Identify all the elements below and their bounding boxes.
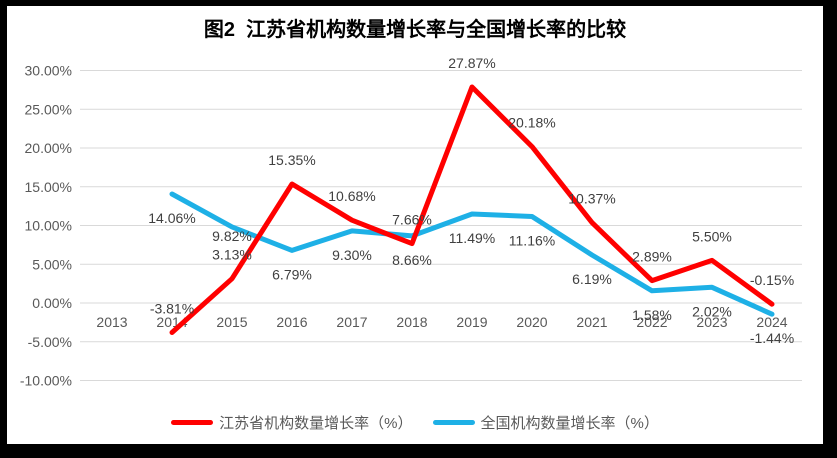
data-label: 11.49% (449, 230, 495, 246)
legend-label-national: 全国机构数量增长率（%） (480, 415, 659, 432)
y-axis-tick-label: 0.00% (32, 295, 72, 311)
y-axis-tick-label: -5.00% (28, 334, 72, 350)
data-label: 3.13% (212, 247, 252, 263)
data-label: 1.58% (632, 307, 672, 323)
data-label: 5.50% (692, 228, 732, 244)
data-label: 2.02% (692, 303, 732, 319)
x-axis-tick-label: 2017 (336, 314, 367, 330)
x-axis-tick-label: 2022 (636, 314, 667, 330)
y-axis-tick-label: 30.00% (25, 63, 72, 79)
series-line-national (169, 191, 775, 317)
x-axis-tick-label: 2013 (96, 314, 127, 330)
legend-swatch-national-line (432, 420, 475, 425)
data-label: 8.66% (392, 252, 432, 268)
chart-title: 图2 江苏省机构数量增长率与全国增长率的比较 (203, 19, 627, 41)
legend-swatch-jiangsu-line (171, 420, 214, 425)
data-label: -1.44% (750, 330, 794, 346)
data-label: 7.66% (392, 212, 432, 228)
data-label: 14.06% (148, 210, 195, 226)
data-label: 15.35% (268, 152, 315, 168)
y-axis-tick-label: 15.00% (25, 179, 72, 195)
y-axis-tick-label: 20.00% (25, 140, 72, 156)
data-label: 9.30% (332, 247, 372, 263)
x-axis-tick-label: 2016 (276, 314, 307, 330)
data-label: -0.15% (750, 272, 794, 288)
data-label: 6.19% (572, 271, 612, 287)
x-axis-tick-label: 2019 (456, 314, 487, 330)
data-label: 10.37% (568, 191, 615, 207)
legend-label-jiangsu: 江苏省机构数量增长率（%） (219, 415, 413, 432)
y-axis-tick-label: -10.00% (20, 373, 72, 389)
data-label: 11.16% (509, 233, 555, 249)
data-label: 6.79% (272, 266, 312, 282)
legend-item-national: 全国机构数量增长率（%） (432, 412, 659, 433)
data-label: 10.68% (328, 188, 375, 204)
x-axis-tick-label: 2020 (516, 314, 547, 330)
x-axis-tick-label: 2018 (396, 314, 427, 330)
data-label: 2.89% (632, 249, 672, 265)
data-label: 27.87% (448, 55, 495, 71)
legend-item-jiangsu: 江苏省机构数量增长率（%） (171, 412, 413, 433)
data-label: -3.81% (150, 301, 194, 317)
data-label: 9.82% (212, 228, 252, 244)
x-axis-tick-label: 2024 (756, 314, 787, 330)
y-axis-tick-label: 25.00% (25, 101, 72, 117)
x-axis-tick-label: 2021 (576, 314, 607, 330)
series-line-jiangsu (169, 84, 775, 335)
y-axis-tick-label: 10.00% (25, 218, 72, 234)
y-axis-tick-label: 5.00% (32, 256, 72, 272)
x-axis-tick-label: 2023 (696, 314, 727, 330)
data-label: 20.18% (508, 115, 555, 131)
x-axis-tick-label: 2015 (216, 314, 247, 330)
legend: 江苏省机构数量增长率（%） 全国机构数量增长率（%） (7, 412, 823, 433)
